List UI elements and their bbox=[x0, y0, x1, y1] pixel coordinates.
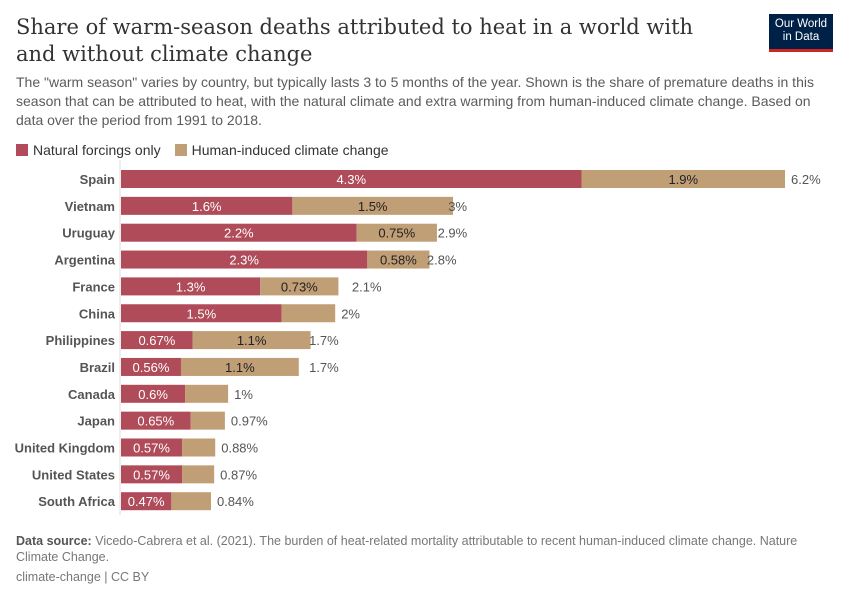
total-label: 1.7% bbox=[309, 333, 339, 348]
data-label: 0.57% bbox=[133, 467, 170, 482]
category-label: Philippines bbox=[46, 333, 115, 348]
bar-natural[interactable] bbox=[121, 438, 183, 457]
category-label: Vietnam bbox=[65, 199, 115, 214]
data-label: 1.5% bbox=[358, 199, 388, 214]
category-label: United Kingdom bbox=[15, 441, 115, 456]
source-text: Vicedo-Cabrera et al. (2021). The burden… bbox=[16, 534, 798, 564]
data-label: 0.73% bbox=[281, 279, 318, 294]
total-label: 0.88% bbox=[221, 441, 258, 456]
bar-human-induced[interactable] bbox=[182, 438, 216, 457]
data-label: 1.1% bbox=[237, 333, 267, 348]
bar-natural[interactable] bbox=[121, 492, 172, 511]
bar-human-induced[interactable] bbox=[180, 357, 299, 376]
source-label: Data source: bbox=[16, 534, 92, 548]
data-label: 0.67% bbox=[138, 333, 175, 348]
bar-natural[interactable] bbox=[121, 331, 193, 350]
total-label: 2.8% bbox=[427, 253, 457, 268]
bar-natural[interactable] bbox=[121, 304, 282, 323]
category-label: Uruguay bbox=[62, 226, 116, 241]
bar-human-induced[interactable] bbox=[190, 411, 225, 430]
total-label: 0.84% bbox=[217, 494, 254, 509]
bar-natural[interactable] bbox=[121, 357, 181, 376]
owid-logo[interactable]: Our World in Data bbox=[769, 14, 833, 52]
bar-natural[interactable] bbox=[121, 384, 186, 403]
bar-natural[interactable] bbox=[121, 223, 357, 242]
data-label: 1.9% bbox=[668, 172, 698, 187]
category-label: China bbox=[79, 306, 116, 321]
data-label: 1.1% bbox=[225, 360, 255, 375]
bar-natural[interactable] bbox=[121, 250, 368, 269]
bar-natural[interactable] bbox=[121, 196, 293, 215]
data-label: 0.65% bbox=[137, 414, 174, 429]
category-label: Argentina bbox=[54, 253, 115, 268]
bar-natural[interactable] bbox=[121, 411, 191, 430]
legend-label: Natural forcings only bbox=[33, 142, 161, 158]
category-label: Japan bbox=[77, 414, 115, 429]
total-label: 1% bbox=[234, 387, 253, 402]
legend: Natural forcings only Human-induced clim… bbox=[16, 142, 389, 158]
total-label: 2% bbox=[341, 306, 360, 321]
total-label: 0.87% bbox=[220, 467, 257, 482]
bar-human-induced[interactable] bbox=[581, 170, 786, 188]
data-label: 0.57% bbox=[133, 441, 170, 456]
category-label: South Africa bbox=[38, 494, 116, 509]
data-label: 0.56% bbox=[133, 360, 170, 375]
data-label: 1.5% bbox=[187, 306, 217, 321]
total-label: 6.2% bbox=[791, 172, 821, 187]
bar-natural[interactable] bbox=[121, 465, 183, 484]
total-label: 0.97% bbox=[231, 414, 268, 429]
bar-chart: Spain 4.3% 1.9% 6.2% Vietnam 1.6% 1.5% 3% Urugua… bbox=[15, 160, 821, 515]
bar-natural[interactable] bbox=[121, 277, 261, 296]
bar-human-induced[interactable] bbox=[367, 250, 430, 269]
legend-swatch bbox=[16, 144, 28, 156]
data-label: 0.75% bbox=[378, 226, 415, 241]
category-label: Brazil bbox=[80, 360, 115, 375]
data-label: 2.2% bbox=[224, 226, 254, 241]
bar-human-induced[interactable] bbox=[260, 277, 339, 296]
bar-human-induced[interactable] bbox=[292, 196, 454, 215]
bar-human-induced[interactable] bbox=[192, 331, 311, 350]
category-label: Spain bbox=[80, 172, 115, 187]
data-label: 1.6% bbox=[192, 199, 222, 214]
category-label: United States bbox=[32, 467, 115, 482]
legend-label: Human-induced climate change bbox=[191, 142, 389, 158]
total-label: 2.1% bbox=[352, 279, 382, 294]
bar-natural[interactable] bbox=[121, 170, 582, 188]
total-label: 1.7% bbox=[309, 360, 339, 375]
bar-human-induced[interactable] bbox=[356, 223, 437, 242]
category-label: France bbox=[72, 279, 115, 294]
chart-subtitle: The "warm season" varies by country, but… bbox=[16, 74, 814, 128]
chart-title: Share of warm-season deaths attributed t… bbox=[16, 15, 694, 66]
data-label: 4.3% bbox=[336, 172, 366, 187]
legend-item-natural[interactable]: Natural forcings only bbox=[16, 142, 161, 158]
data-label: 0.58% bbox=[380, 253, 417, 268]
bar-human-induced[interactable] bbox=[182, 465, 215, 484]
data-label: 2.3% bbox=[229, 253, 259, 268]
bar-human-induced[interactable] bbox=[281, 304, 336, 323]
total-label: 3% bbox=[448, 199, 467, 214]
data-source: Data source: Vicedo-Cabrera et al. (2021… bbox=[16, 533, 826, 565]
bar-human-induced[interactable] bbox=[171, 492, 211, 511]
legend-swatch bbox=[174, 144, 187, 156]
category-label: Canada bbox=[68, 387, 116, 402]
data-label: 0.47% bbox=[128, 494, 165, 509]
license[interactable]: climate-change | CC BY bbox=[16, 570, 150, 584]
data-label: 1.3% bbox=[176, 279, 206, 294]
data-label: 0.6% bbox=[138, 387, 168, 402]
total-label: 2.9% bbox=[438, 226, 468, 241]
legend-item-human[interactable]: Human-induced climate change bbox=[174, 142, 389, 158]
bar-human-induced[interactable] bbox=[185, 384, 229, 403]
